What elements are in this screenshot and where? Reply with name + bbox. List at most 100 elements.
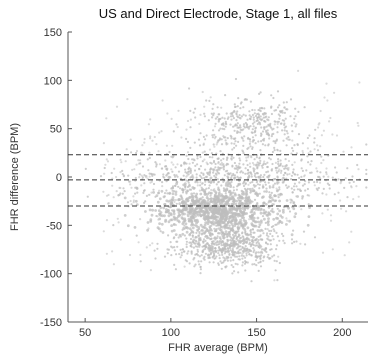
data-point: [265, 234, 268, 237]
data-point: [277, 120, 280, 123]
data-point: [138, 176, 141, 179]
data-point: [255, 181, 258, 184]
data-point: [149, 135, 152, 138]
data-point: [188, 87, 191, 90]
data-point: [269, 248, 272, 251]
data-point: [292, 149, 295, 152]
data-point: [168, 192, 171, 195]
data-point: [275, 248, 278, 251]
data-point: [239, 124, 242, 127]
data-point: [253, 121, 256, 124]
data-point: [220, 161, 223, 165]
data-point: [250, 280, 253, 283]
data-point: [254, 142, 257, 145]
data-point: [289, 115, 292, 118]
data-point: [218, 223, 221, 226]
data-point: [214, 198, 218, 202]
data-point: [149, 269, 152, 272]
data-point: [207, 199, 210, 202]
data-point: [171, 246, 174, 249]
data-point: [236, 185, 239, 188]
data-point: [251, 161, 254, 165]
data-point: [277, 193, 280, 196]
data-point: [161, 99, 164, 102]
data-point: [218, 113, 221, 116]
data-point: [155, 162, 158, 165]
data-point: [175, 240, 178, 243]
data-point: [234, 218, 238, 222]
data-point: [267, 212, 271, 216]
data-point: [186, 185, 189, 189]
data-point: [226, 235, 229, 239]
data-point: [365, 168, 368, 171]
data-point: [327, 175, 330, 178]
data-point: [262, 162, 265, 165]
data-point: [243, 199, 247, 202]
data-point: [267, 201, 270, 204]
data-point: [283, 133, 286, 136]
data-point: [153, 135, 156, 139]
data-point: [222, 221, 225, 224]
data-point: [297, 110, 300, 113]
data-point: [282, 234, 285, 238]
data-point: [220, 240, 223, 243]
data-point: [276, 171, 279, 174]
data-point: [249, 171, 252, 174]
data-point: [174, 190, 178, 194]
data-point: [196, 181, 199, 184]
data-point: [315, 167, 318, 170]
data-point: [164, 211, 167, 214]
data-point: [194, 263, 197, 266]
data-point: [287, 135, 290, 139]
data-point: [129, 199, 132, 203]
data-point: [207, 253, 210, 256]
data-point: [221, 253, 224, 256]
data-point: [193, 265, 196, 268]
data-point: [116, 217, 119, 220]
data-point: [255, 172, 258, 175]
data-point: [271, 186, 274, 189]
data-point: [250, 175, 253, 178]
data-point: [290, 238, 294, 241]
data-point: [223, 212, 227, 216]
data-point: [320, 134, 323, 137]
data-point: [272, 96, 275, 100]
data-point: [115, 190, 118, 193]
data-point: [224, 183, 228, 187]
data-point: [254, 129, 257, 132]
data-point: [232, 229, 235, 232]
data-point: [201, 188, 204, 191]
data-point: [205, 209, 209, 213]
data-point: [213, 145, 216, 148]
data-point: [193, 186, 196, 190]
data-point: [236, 175, 239, 178]
data-point: [214, 122, 217, 125]
data-point: [293, 215, 297, 219]
data-point: [283, 177, 286, 180]
data-point: [130, 203, 133, 206]
data-point: [212, 129, 215, 132]
data-point: [342, 150, 345, 153]
data-point: [211, 168, 214, 171]
data-point: [170, 161, 173, 164]
data-point: [215, 218, 218, 221]
data-point: [292, 168, 295, 171]
data-point: [242, 163, 245, 166]
data-point: [245, 241, 248, 244]
data-point: [236, 239, 239, 242]
data-point: [251, 128, 254, 131]
data-point: [244, 245, 247, 248]
data-point: [272, 140, 275, 143]
data-point: [356, 163, 359, 167]
data-point: [185, 154, 188, 157]
data-point: [183, 265, 186, 268]
data-point: [281, 111, 284, 114]
data-point: [257, 140, 260, 143]
data-point: [220, 159, 223, 162]
data-point: [214, 176, 218, 179]
data-point: [242, 184, 246, 188]
data-point: [328, 120, 331, 123]
data-point: [213, 188, 216, 191]
data-point: [270, 105, 273, 108]
data-point: [257, 220, 261, 224]
